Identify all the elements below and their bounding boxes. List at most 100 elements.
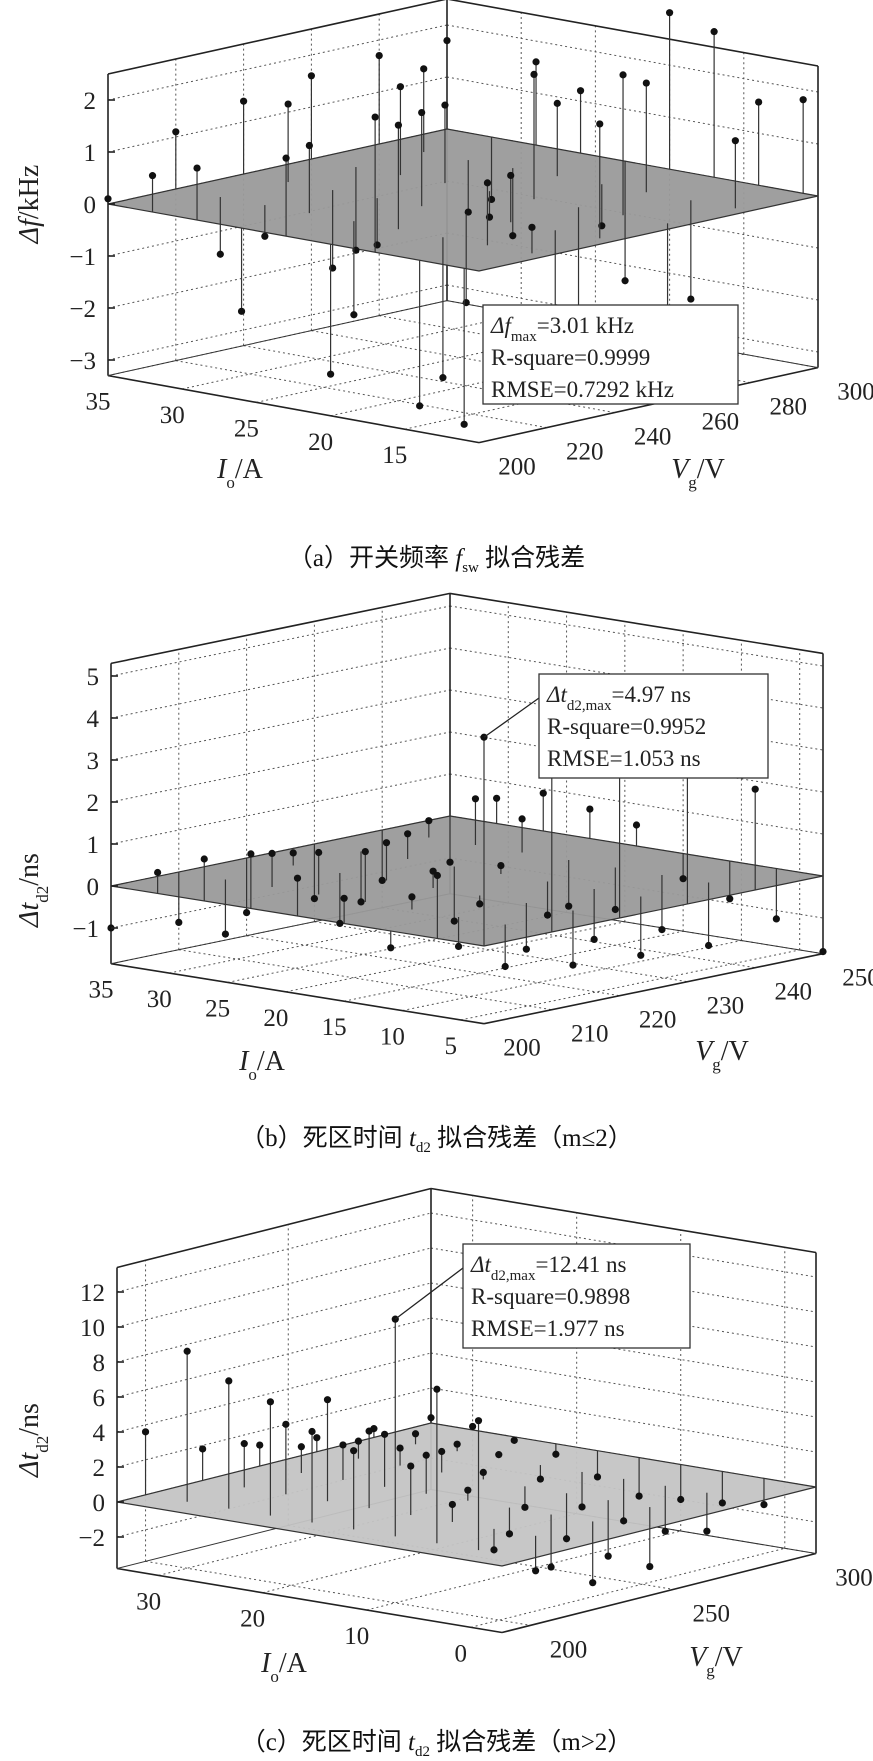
gridline-z: [116, 1387, 432, 1468]
caption-symbol: f: [455, 545, 463, 572]
io-tick-label: 10: [380, 1024, 405, 1051]
data-point: [532, 1567, 540, 1575]
z-tick-label: 5: [87, 664, 100, 691]
data-point: [501, 962, 509, 971]
data-point: [350, 311, 358, 319]
z-axis-label: Δtd2/ns: [14, 1403, 52, 1478]
data-point: [394, 121, 402, 129]
data-point: [464, 1486, 472, 1494]
z-tick-label: 8: [93, 1350, 106, 1377]
caption-prefix: （b）死区时间: [240, 1125, 409, 1152]
data-point: [256, 1441, 264, 1449]
caption-subscript: sw: [462, 560, 479, 576]
z-axis-label-main: Δt: [14, 1452, 45, 1478]
data-point: [154, 868, 162, 877]
data-point: [635, 1492, 643, 1500]
annotation-rsquare: R-square=0.9898: [471, 1284, 630, 1309]
annotation-rsquare: R-square=0.9999: [491, 345, 650, 370]
data-point: [493, 794, 501, 802]
box-edge: [107, 0, 447, 75]
data-point: [282, 1420, 290, 1428]
z-axis-label-sub: d2: [33, 1436, 52, 1453]
io-axis-label: Io/A: [260, 1648, 308, 1686]
data-point: [183, 1347, 191, 1355]
box-edge: [448, 0, 819, 67]
gridline-io: [402, 940, 742, 1012]
data-point: [404, 830, 412, 838]
data-point: [505, 1530, 514, 1538]
data-point: [532, 58, 540, 66]
io-axis-label: Io/A: [216, 454, 264, 492]
annotation-rsquare: R-square=0.9952: [547, 714, 706, 739]
data-point: [530, 70, 538, 78]
data-point: [586, 805, 594, 813]
caption-prefix: （a）开关频率: [287, 545, 456, 572]
annotation-rmse: RMSE=1.053 ns: [547, 746, 701, 771]
vg-tick-label: 250: [842, 965, 873, 992]
z-axis-label: Δtd2/ns: [14, 853, 52, 928]
io-axis-label-main: I: [260, 1648, 272, 1679]
data-point: [450, 917, 458, 925]
gridline-io: [366, 1530, 681, 1611]
data-point: [387, 944, 395, 952]
z-tick-label: 10: [80, 1315, 105, 1342]
vg-axis-label-suffix: /V: [715, 1642, 743, 1673]
vg-axis-label: Vg/V: [689, 1642, 743, 1680]
gridline-z: [107, 284, 448, 361]
z-tick-label: 1: [84, 140, 97, 167]
gridline-z: [116, 1352, 432, 1433]
axis-vg: [478, 366, 819, 444]
data-point: [522, 945, 530, 953]
gridline-vg: [178, 949, 552, 1011]
io-tick-label: 20: [240, 1606, 265, 1633]
gridline-z: [116, 1282, 432, 1363]
data-point: [703, 1527, 711, 1535]
data-point: [490, 1546, 498, 1554]
data-point: [237, 307, 246, 315]
vg-tick-label: 260: [702, 409, 740, 436]
data-point: [569, 961, 577, 969]
caption-symbol: t: [408, 1125, 416, 1152]
data-point: [371, 113, 379, 121]
gridline-vg: [145, 1560, 531, 1626]
io-tick-label: 30: [147, 986, 172, 1013]
data-point: [658, 926, 666, 934]
caption-b: （b）死区时间 td2 拟合残差（m≤2）: [0, 1118, 873, 1157]
data-point: [172, 128, 180, 136]
axis-io: [116, 1567, 503, 1634]
zero-plane: [110, 815, 824, 947]
data-point: [518, 815, 526, 823]
data-point: [611, 905, 619, 914]
box-edge: [449, 592, 824, 655]
data-point: [193, 164, 201, 172]
z-tick-label: 2: [84, 88, 97, 115]
io-tick-label: 5: [444, 1033, 457, 1060]
data-point: [507, 171, 515, 180]
vg-tick-label: 200: [550, 1636, 588, 1663]
data-point: [305, 141, 313, 150]
vg-axis-label: Vg/V: [671, 454, 725, 492]
data-point: [446, 858, 454, 866]
z-tick-label: −2: [69, 296, 96, 323]
data-point: [175, 918, 183, 927]
data-point: [408, 893, 416, 901]
caption-symbol: t: [408, 1729, 415, 1756]
data-point: [679, 875, 687, 883]
data-point: [443, 37, 451, 45]
io-axis-label: Io/A: [238, 1046, 286, 1084]
data-point: [661, 1527, 669, 1535]
box-edge: [116, 1187, 432, 1269]
gridline-io: [158, 1495, 473, 1576]
data-point: [293, 874, 302, 882]
data-point: [539, 789, 547, 797]
gridline-z: [430, 1352, 817, 1418]
data-point: [772, 915, 780, 923]
z-tick-label: 2: [87, 790, 100, 817]
data-point: [619, 71, 627, 79]
gridline-z: [110, 647, 451, 719]
io-axis-label-suffix: /A: [279, 1648, 308, 1679]
vg-tick-label: 200: [503, 1035, 541, 1062]
data-point: [751, 785, 759, 793]
box-edge: [110, 592, 451, 665]
data-point: [225, 1377, 233, 1385]
